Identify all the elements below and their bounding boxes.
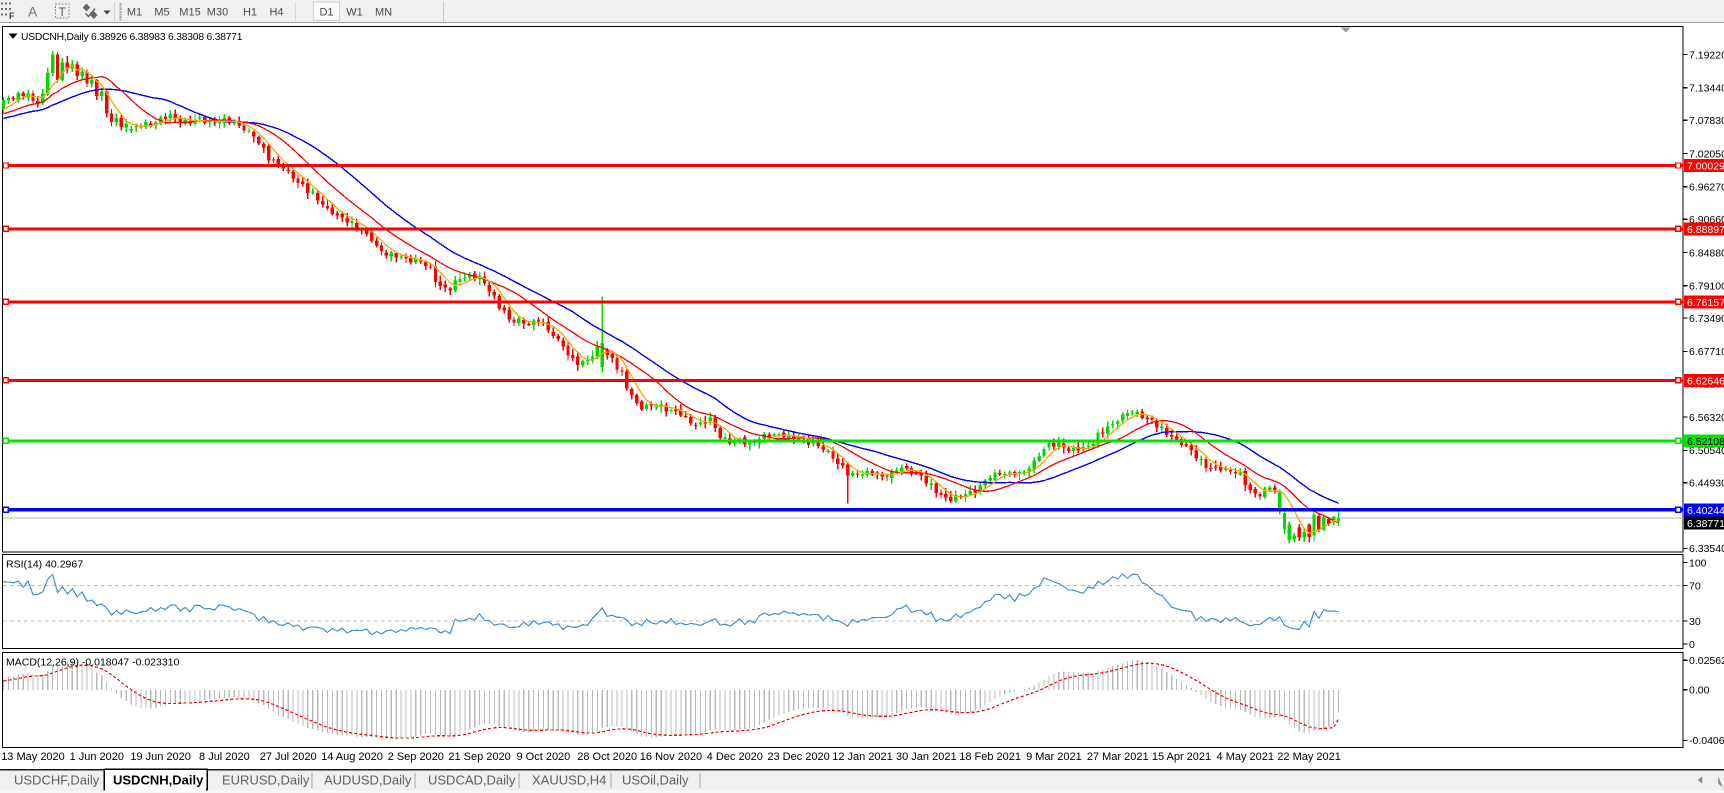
svg-text:19 Jun 2020: 19 Jun 2020 bbox=[130, 751, 191, 763]
svg-text:7.07830: 7.07830 bbox=[1689, 115, 1724, 127]
svg-text:-0.040687: -0.040687 bbox=[1689, 735, 1724, 747]
svg-text:USDCAD,Daily: USDCAD,Daily bbox=[428, 773, 516, 788]
svg-text:7.13440: 7.13440 bbox=[1689, 83, 1724, 95]
svg-text:7.19220: 7.19220 bbox=[1689, 49, 1724, 61]
svg-text:M15: M15 bbox=[179, 7, 200, 19]
svg-text:6.62646: 6.62646 bbox=[1687, 375, 1724, 387]
svg-text:6.84880: 6.84880 bbox=[1689, 247, 1724, 259]
svg-text:0.025623: 0.025623 bbox=[1689, 655, 1724, 667]
svg-text:6.73490: 6.73490 bbox=[1689, 313, 1724, 325]
svg-text:2 Sep 2020: 2 Sep 2020 bbox=[388, 751, 444, 763]
svg-text:30: 30 bbox=[1689, 616, 1701, 628]
svg-text:16 Nov 2020: 16 Nov 2020 bbox=[640, 751, 702, 763]
svg-text:M5: M5 bbox=[154, 7, 169, 19]
svg-text:13 May 2020: 13 May 2020 bbox=[1, 751, 65, 763]
svg-text:27 Mar 2021: 27 Mar 2021 bbox=[1087, 751, 1149, 763]
svg-text:4 May 2021: 4 May 2021 bbox=[1217, 751, 1274, 763]
svg-text:6.56320: 6.56320 bbox=[1689, 412, 1724, 424]
svg-text:14 Aug 2020: 14 Aug 2020 bbox=[321, 751, 383, 763]
svg-text:7.02050: 7.02050 bbox=[1689, 148, 1724, 160]
svg-text:AUDUSD,Daily: AUDUSD,Daily bbox=[324, 773, 412, 788]
svg-text:EURUSD,Daily: EURUSD,Daily bbox=[222, 773, 310, 788]
svg-text:30 Jan 2021: 30 Jan 2021 bbox=[896, 751, 957, 763]
svg-text:12 Jan 2021: 12 Jan 2021 bbox=[832, 751, 893, 763]
svg-text:H1: H1 bbox=[243, 7, 257, 19]
svg-text:18 Feb 2021: 18 Feb 2021 bbox=[959, 751, 1021, 763]
svg-text:6.38771: 6.38771 bbox=[1687, 518, 1724, 530]
svg-text:USOil,Daily: USOil,Daily bbox=[622, 773, 689, 788]
svg-text:M30: M30 bbox=[207, 7, 228, 19]
svg-text:22 May 2021: 22 May 2021 bbox=[1277, 751, 1341, 763]
svg-text:T: T bbox=[59, 5, 67, 19]
svg-text:USDCNH,Daily: USDCNH,Daily bbox=[113, 773, 204, 788]
svg-text:6.44930: 6.44930 bbox=[1689, 478, 1724, 490]
svg-text:9 Oct 2020: 9 Oct 2020 bbox=[516, 751, 570, 763]
svg-text:7.00029: 7.00029 bbox=[1687, 161, 1724, 173]
svg-text:0.00: 0.00 bbox=[1689, 685, 1710, 697]
svg-text:6.88897: 6.88897 bbox=[1687, 224, 1724, 236]
svg-text:RSI(14) 40.2967: RSI(14) 40.2967 bbox=[6, 559, 83, 571]
svg-text:1 Jun 2020: 1 Jun 2020 bbox=[70, 751, 124, 763]
svg-text:23 Dec 2020: 23 Dec 2020 bbox=[767, 751, 829, 763]
svg-text:6.40244: 6.40244 bbox=[1687, 505, 1724, 517]
svg-text:70: 70 bbox=[1689, 580, 1701, 592]
svg-text:6.67710: 6.67710 bbox=[1689, 346, 1724, 358]
svg-text:0: 0 bbox=[1689, 639, 1695, 651]
svg-text:6.96270: 6.96270 bbox=[1689, 182, 1724, 194]
svg-text:H4: H4 bbox=[269, 7, 283, 19]
svg-text:28 Oct 2020: 28 Oct 2020 bbox=[577, 751, 637, 763]
svg-text:A: A bbox=[28, 4, 38, 20]
svg-text:MN: MN bbox=[375, 7, 392, 19]
svg-text:100: 100 bbox=[1689, 557, 1707, 569]
svg-text:8 Jul 2020: 8 Jul 2020 bbox=[199, 751, 250, 763]
svg-text:XAUUSD,H4: XAUUSD,H4 bbox=[532, 773, 606, 788]
svg-text:M1: M1 bbox=[127, 7, 142, 19]
svg-text:6.33540: 6.33540 bbox=[1689, 543, 1724, 555]
svg-text:6.79100: 6.79100 bbox=[1689, 281, 1724, 293]
svg-text:D1: D1 bbox=[319, 7, 333, 19]
svg-text:6.50540: 6.50540 bbox=[1689, 445, 1724, 457]
svg-text:9 Mar 2021: 9 Mar 2021 bbox=[1026, 751, 1082, 763]
svg-text:W1: W1 bbox=[346, 7, 363, 19]
svg-text:MACD(12,26,9) -0.018047 -0.023: MACD(12,26,9) -0.018047 -0.023310 bbox=[6, 657, 180, 669]
svg-text:15 Apr 2021: 15 Apr 2021 bbox=[1152, 751, 1211, 763]
svg-text:USDCNH,Daily 6.38926 6.38983: USDCNH,Daily 6.38926 6.38983 6.38308 6.3… bbox=[21, 32, 243, 43]
svg-text:27 Jul 2020: 27 Jul 2020 bbox=[260, 751, 317, 763]
svg-text:21 Sep 2020: 21 Sep 2020 bbox=[448, 751, 510, 763]
svg-text:6.76157: 6.76157 bbox=[1687, 297, 1724, 309]
svg-text:4 Dec 2020: 4 Dec 2020 bbox=[707, 751, 763, 763]
svg-text:F: F bbox=[9, 11, 15, 21]
svg-text:6.52108: 6.52108 bbox=[1687, 436, 1724, 448]
svg-text:USDCHF,Daily: USDCHF,Daily bbox=[14, 773, 100, 788]
